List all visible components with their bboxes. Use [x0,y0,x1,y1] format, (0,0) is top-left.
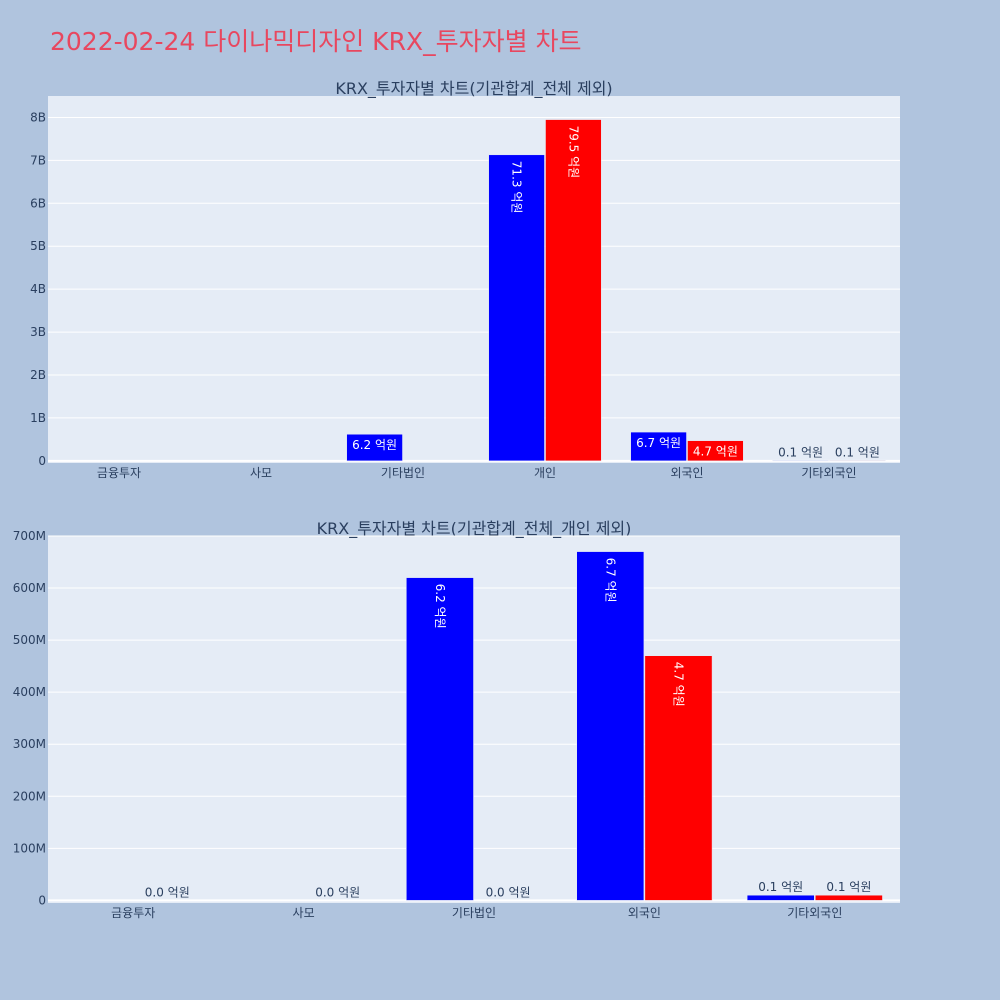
y-tick-label: 8B [30,110,46,124]
y-tick-label: 5B [30,239,46,253]
y-tick-label: 3B [30,325,46,339]
bar-label: 6.2 억원 [352,438,397,452]
x-tick-label: 금융투자 [97,466,141,480]
x-tick-label: 개인 [534,466,556,480]
x-tick-label: 외국인 [628,906,661,920]
bar-label: 79.5 억원 [566,126,580,179]
x-tick-label: 사모 [250,466,272,480]
x-tick-label: 금융투자 [111,906,155,920]
y-tick-label: 500M [13,633,46,647]
chart-title: KRX_투자자별 차트(기관합계_전체 제외) [335,79,612,99]
bar-매수 [406,577,474,901]
bar-label: 0.1 억원 [758,880,803,894]
bar-label: 4.7 억원 [671,662,685,707]
y-tick-label: 100M [13,841,46,855]
bar-매도 [644,655,713,901]
y-tick-label: 7B [30,153,46,167]
y-tick-label: 300M [13,737,46,751]
bar-label: 6.7 억원 [636,436,681,450]
bar-매수 [488,154,545,462]
x-tick-label: 기타외국인 [801,466,856,480]
bar-label: 0.0 억원 [145,885,190,899]
chart-top: KRX_투자자별 차트(기관합계_전체 제외) 0 1B 2B 3B 4B 5B 6B 7B 8B… [30,79,900,480]
bar-label: 6.2 억원 [433,584,447,629]
bar-label: 71.3 억원 [510,161,524,214]
y-tick-label: 600M [13,581,46,595]
plot-area [48,96,900,463]
y-tick-label: 4B [30,282,46,296]
y-tick-label: 6B [30,196,46,210]
x-tick-label: 외국인 [670,466,703,480]
bar-label: 0.0 억원 [486,885,531,899]
x-tick-label: 사모 [293,906,315,920]
plot-area [48,536,900,903]
y-tick-label: 2B [30,368,46,382]
y-tick-label: 0 [38,893,46,907]
bar-label: 0.1 억원 [826,880,871,894]
page-title: 2022-02-24 다이나믹디자인 KRX_투자자별 차트 [50,27,582,56]
bar-매수 [576,551,645,901]
y-tick-label: 700M [13,529,46,543]
bar-label: 0.0 억원 [315,885,360,899]
x-tick-label: 기타법인 [452,906,496,920]
x-tick-label: 기타법인 [381,466,425,480]
y-tick-label: 200M [13,789,46,803]
bar-매수 [346,433,403,462]
y-tick-label: 1B [30,411,46,425]
bar-매수 [746,894,815,901]
bar-label: 4.7 억원 [693,445,738,459]
bar-매도 [545,119,602,462]
bar-매수 [630,431,687,462]
y-tick-label: 0 [38,454,46,468]
bar-label: 0.1 억원 [835,445,880,459]
bar-label: 0.1 억원 [778,445,823,459]
y-tick-label: 400M [13,685,46,699]
bar-매도 [687,440,744,462]
bar-매도 [815,894,883,901]
bar-label: 6.7 억원 [603,558,617,603]
x-tick-label: 기타외국인 [787,906,842,920]
chart-title: KRX_투자자별 차트(기관합계_전체_개인 제외) [317,519,632,539]
